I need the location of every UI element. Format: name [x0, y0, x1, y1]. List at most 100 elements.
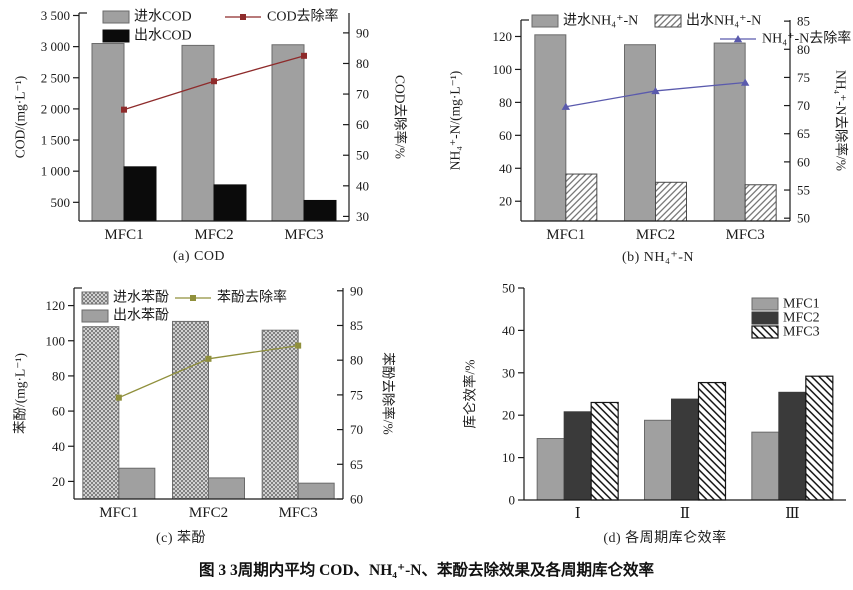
right-axis-title: NH₄⁺-N去除率/%	[834, 70, 850, 171]
bar-series1-Ⅲ	[751, 431, 780, 501]
panel-b: 20 40 60 80 100 120 50 55 60 65 70 75 80 85 NH₄⁺-N/(mg…	[427, 0, 853, 275]
left-tick-label: 20	[52, 474, 65, 489]
chart-a-canvas: 500 1 000 1 500 2 000 2 500 3 000 3 500 30 40 50 6…	[13, 8, 409, 244]
legend-label: 出水NH₄⁺-N	[686, 13, 761, 29]
bar-series2-MFC3	[297, 482, 335, 500]
left-tick-label: 80	[499, 95, 512, 110]
bar-series1-MFC2	[172, 320, 209, 500]
legend-label: 进水COD	[134, 9, 192, 25]
category-label: MFC1	[104, 227, 143, 243]
right-tick-label: 50	[797, 211, 810, 226]
left-tick-label: 40	[502, 323, 515, 338]
category-label: MFC1	[99, 505, 138, 521]
left-tick-label: 2 000	[41, 101, 70, 116]
right-tick-label: 80	[797, 42, 810, 57]
chart-c-canvas: 20 40 60 80 100 120 60 65 70 75 80 85 90 苯酚/(mg·L⁻¹) 苯…	[13, 283, 397, 521]
right-tick-label: 80	[350, 353, 363, 368]
right-tick-label: 85	[350, 318, 363, 333]
left-tick-label: 20	[502, 408, 515, 423]
line-marker	[301, 52, 307, 59]
left-tick-label: 20	[499, 194, 512, 209]
right-tick-label: 65	[350, 457, 363, 472]
line-marker	[561, 102, 571, 110]
left-tick-label: 2 500	[41, 70, 70, 85]
category-label: MFC2	[636, 227, 675, 243]
right-tick-label: 55	[797, 183, 810, 198]
bar-series2-MFC3	[303, 199, 337, 222]
right-tick-label: 40	[356, 178, 369, 193]
right-tick-label: 75	[350, 387, 363, 402]
right-tick-label: 60	[350, 492, 363, 507]
line-marker	[121, 106, 127, 113]
legend-swatch	[654, 14, 682, 28]
right-tick-label: 50	[356, 148, 369, 163]
left-tick-label: 40	[52, 439, 65, 454]
legend-label: COD去除率	[267, 8, 339, 25]
subcaption-c: (c) 苯酚	[155, 531, 207, 546]
bar-series1-MFC2	[181, 44, 215, 222]
legend-swatch	[751, 297, 779, 311]
bar-series2-MFC1	[565, 173, 598, 222]
left-axis-title: 库仑效率/%	[462, 360, 478, 429]
legend-label: MFC2	[783, 311, 820, 326]
line-marker	[205, 355, 212, 362]
left-axis-title: COD/(mg·L⁻¹)	[13, 76, 28, 158]
bar-series1-MFC3	[271, 44, 305, 222]
left-tick-label: 40	[499, 161, 512, 176]
category-label: Ⅲ	[785, 506, 799, 522]
category-label: MFC3	[284, 227, 323, 243]
bar-series2-MFC3	[744, 184, 777, 222]
bar-series3-Ⅱ	[697, 381, 727, 501]
legend-label: 出水苯酚	[113, 307, 169, 324]
legend-swatch	[102, 29, 130, 43]
left-tick-label: 50	[502, 281, 515, 296]
left-tick-label: 0	[509, 493, 516, 508]
legend-swatch	[751, 325, 779, 339]
bar-series3-Ⅰ	[590, 401, 619, 501]
bar-series2-Ⅰ	[563, 411, 592, 501]
right-tick-label: 70	[356, 87, 369, 102]
line-marker	[740, 78, 750, 86]
legend-label: 出水COD	[134, 28, 192, 44]
left-tick-label: 120	[493, 29, 513, 44]
line-marker	[115, 394, 122, 401]
subcaption-d: (d) 各周期库仑效率	[603, 531, 727, 546]
subcaption-b: (b) NH₄⁺-N	[621, 250, 695, 265]
category-label: Ⅱ	[680, 506, 690, 522]
category-label: Ⅰ	[575, 506, 581, 522]
category-label: MFC1	[546, 227, 585, 243]
bar-series1-MFC3	[261, 329, 299, 500]
left-tick-label: 30	[502, 365, 515, 380]
right-tick-label: 60	[356, 117, 369, 132]
bar-series2-MFC1	[123, 166, 157, 222]
line-marker	[733, 35, 743, 43]
panel-d: 0 10 20 30 40 50 库仑效率/% Ⅰ Ⅱ Ⅲ MFC1 MFC2 MFC3 (d) 各周期…	[427, 275, 853, 550]
bar-series3-Ⅲ	[805, 375, 834, 501]
line-marker	[190, 295, 196, 301]
right-axis-title: COD去除率/%	[393, 75, 409, 159]
chart-b-canvas: 20 40 60 80 100 120 50 55 60 65 70 75 80 85 NH₄⁺-N/(mg…	[448, 13, 852, 244]
legend-label: 进水NH₄⁺-N	[563, 13, 638, 29]
right-tick-label: 75	[797, 70, 810, 85]
left-tick-label: 1 500	[41, 133, 70, 148]
bar-series1-MFC2	[624, 44, 656, 222]
line-marker	[240, 14, 246, 20]
left-tick-label: 80	[52, 368, 65, 383]
figure-caption: 图 3 3周期内平均 COD、NH₄⁺-N、苯酚去除效果及各周期库仑效率	[198, 562, 654, 579]
legend-label: MFC1	[783, 297, 820, 312]
right-tick-label: 65	[797, 126, 810, 141]
bar-series1-MFC1	[91, 43, 125, 222]
legend-swatch	[102, 10, 130, 24]
right-axis-title: 苯酚去除率/%	[381, 352, 397, 435]
right-tick-label: 90	[356, 25, 369, 40]
left-axis-title: NH₄⁺-N/(mg·L⁻¹)	[448, 71, 463, 170]
left-tick-label: 100	[46, 333, 66, 348]
right-tick-label: 85	[797, 14, 810, 29]
left-tick-label: 1 000	[41, 164, 70, 179]
right-tick-label: 70	[797, 98, 810, 113]
left-tick-label: 3 500	[41, 8, 70, 23]
bar-series1-Ⅰ	[536, 438, 565, 501]
bar-series2-MFC2	[655, 181, 687, 222]
